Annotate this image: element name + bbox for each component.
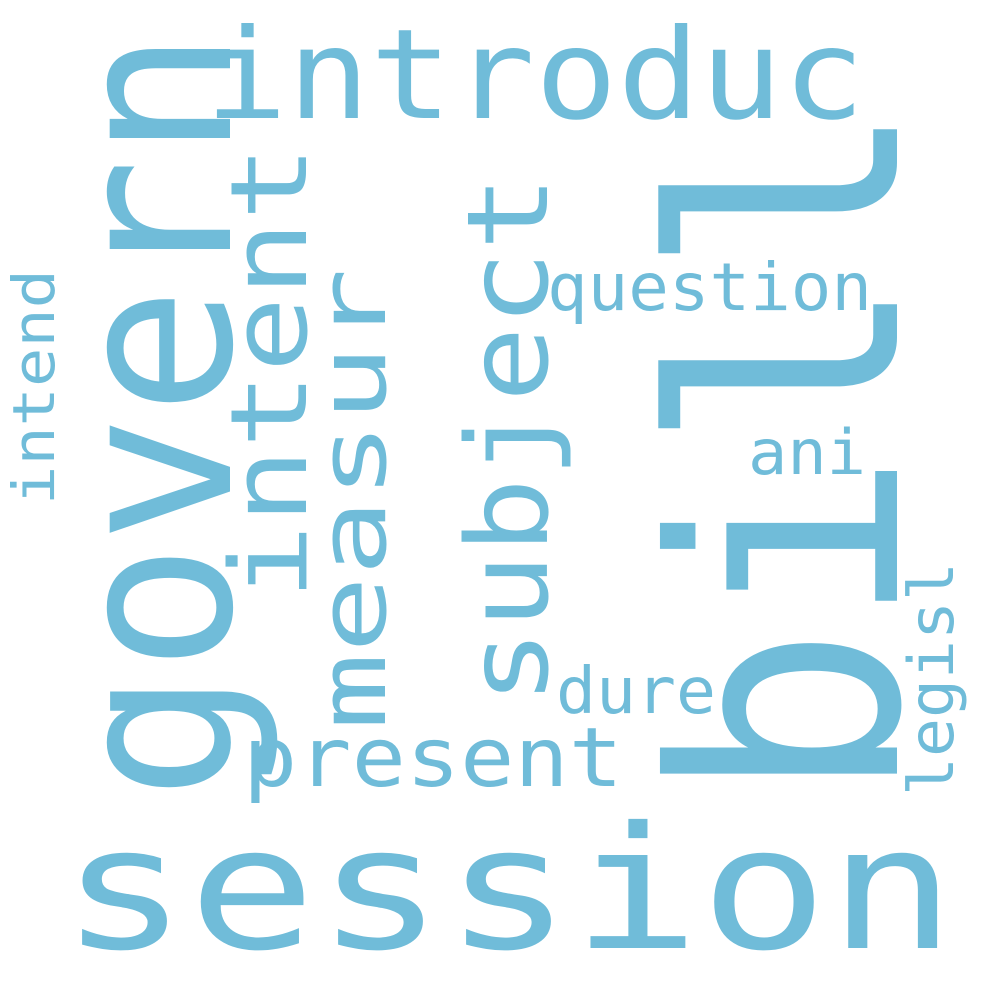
word-legisl: legisl [895, 562, 968, 796]
word-session: session [60, 791, 956, 989]
word-govern: govern [26, 30, 282, 800]
word-intend: intend [0, 269, 68, 505]
word-measur: measur [299, 268, 408, 730]
word-subject: subject [444, 175, 574, 705]
word-present: present [243, 711, 623, 806]
word-introduc: introduc [205, 3, 865, 148]
word-question: question [547, 249, 872, 326]
word-dure: dure [556, 655, 716, 729]
word-intent: intent [208, 145, 331, 600]
word-ani: ani [748, 416, 866, 489]
word-bill: bill [607, 101, 971, 801]
